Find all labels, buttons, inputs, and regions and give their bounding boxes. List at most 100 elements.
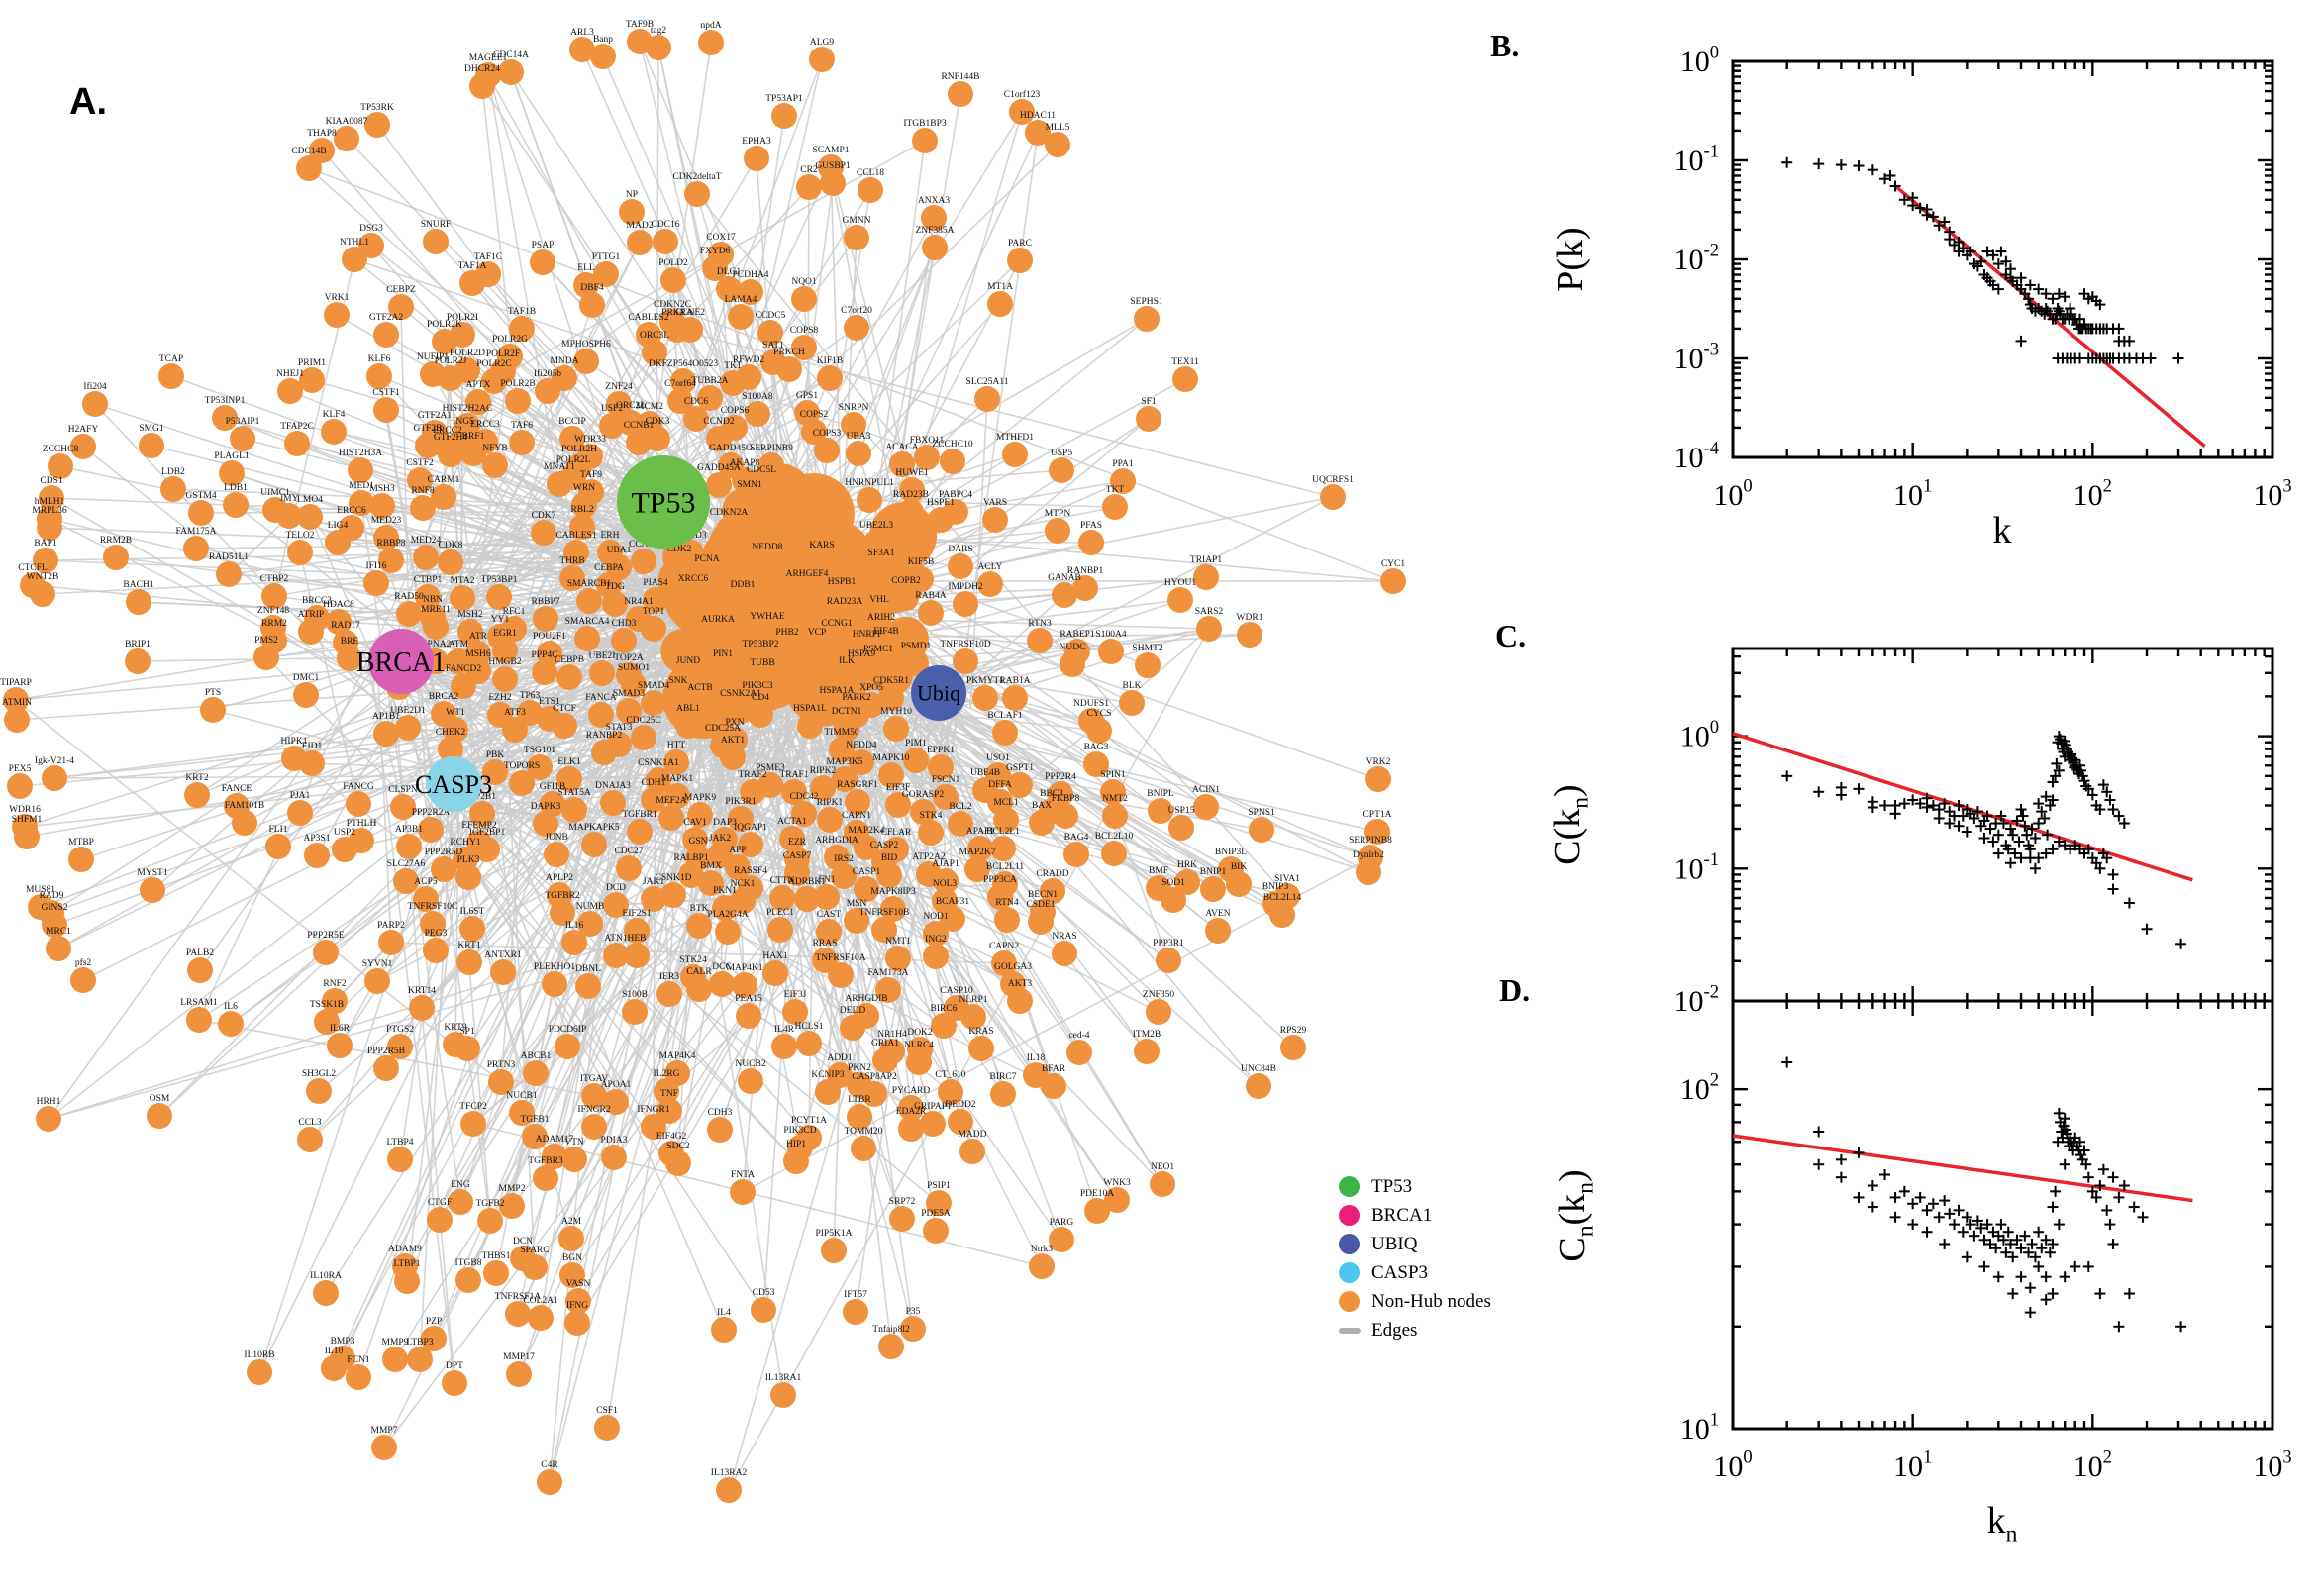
gene-node [606,391,632,417]
gene-node [533,811,558,837]
gene-node [542,971,567,997]
gene-node [337,646,362,671]
gene-node-label: NCK1 [731,879,756,889]
gene-node-label: hMLH1 [35,497,65,507]
gene-node-label: ced-4 [1068,1031,1089,1041]
panel-d-label: D. [1499,972,1531,1008]
gene-node-label: DEDD2 [945,1100,975,1110]
gene-node-label: RBBP7 [531,597,559,607]
gene-node-label: MYH10 [880,707,912,717]
gene-node-label: CTGF [428,1198,452,1208]
gene-node-label: MPHOSPH6 [561,340,611,349]
gene-node-label: UBA3 [847,432,871,442]
legend-item-tp53: TP53 [1339,1172,1491,1201]
gene-node [666,553,692,579]
gene-node-label: CDK3 [646,417,670,427]
gene-node [923,944,949,969]
gene-node-label: TAF9 [580,470,602,480]
legend-item-label: UBIQ [1371,1233,1418,1254]
gene-node-label: HUWE1 [895,468,928,478]
gene-node-label: DBF4 [580,283,603,293]
gene-node [1136,406,1162,432]
gene-node-label: CCNE2 [675,308,705,318]
gene-node-label: ATR [469,632,488,642]
gene-node [443,717,468,743]
gene-node [840,1015,865,1041]
gene-node [990,1081,1016,1107]
gene-node [816,919,842,945]
gene-node-label: ATF3 [504,708,526,718]
gene-node-label: IFNG [566,1301,588,1311]
gene-node [346,791,371,817]
gene-node [530,249,556,275]
gene-node [824,628,850,653]
gene-node-label: MLL5 [1046,123,1070,133]
gene-node [953,648,978,674]
gene-node [459,270,485,296]
gene-node-label: THRB [559,556,584,566]
gene-node-label: BRIP1 [125,640,151,649]
gene-node [698,30,724,55]
gene-node-label: SYVN1 [362,959,393,969]
gene-node [407,467,433,493]
gene-node-label: APAF1 [966,827,994,837]
gene-node-label: HIST2H3A [339,449,382,458]
gene-node [641,787,666,813]
gene-node-label: ATMIN [2,698,32,708]
gene-node [885,946,911,971]
gene-node [622,999,648,1025]
gene-node [1101,841,1127,866]
gene-node-label: TNFRSF10A [815,953,865,963]
gene-node [558,1226,584,1251]
gene-node-label: PPP2R5D [425,848,463,857]
gene-node-label: HIPK1 [281,737,308,747]
gene-node [527,754,553,780]
gene-node [594,1415,620,1441]
gene-node [492,638,518,663]
gene-node-label: MAPK1 [661,774,693,784]
gene-node [709,971,735,997]
gene-node [393,868,419,894]
gene-node [711,1317,737,1343]
gene-node-label: FANCE [222,784,252,794]
gene-node [845,789,870,815]
node-swatch-icon [1339,1205,1360,1226]
gene-node [972,685,998,711]
gene-node [767,917,793,943]
gene-node-label: CPT1A [1363,810,1391,820]
gene-node-label: CAPN2 [989,942,1019,951]
gene-node-label: TKT [1106,485,1125,495]
gene-node [322,988,348,1014]
gene-node-label: APTX [466,380,491,390]
gene-node-label: PPP2R2A [412,808,451,818]
gene-node [732,972,758,998]
gene-node [321,419,347,445]
hub-node-ubiq [911,665,966,721]
gene-node-label: VASN [566,1279,591,1289]
gene-node [564,1310,590,1336]
gene-node-label: COPB2 [891,576,921,586]
gene-node-label: PPP3R1 [1153,939,1184,948]
gene-node-label: TNFRSF10D [940,640,990,649]
gene-node [831,863,857,889]
gene-node [1102,803,1128,829]
gene-node-label: CHEK2 [436,728,466,738]
gene-node-label: CCDC5 [756,311,786,321]
gene-node [477,1208,503,1234]
gene-node [579,292,605,318]
gene-node-label: EZR [788,838,807,848]
gene-node-label: POLR2G [492,335,528,345]
gene-node [413,886,439,912]
axis-ticks [1731,648,2274,1003]
gene-node-label: MTA2 [450,576,474,586]
gene-node-label: PLEKHO1 [534,962,575,972]
gene-node [1134,1039,1160,1064]
gene-node-label: CCL18 [857,168,884,178]
gene-node-label: SHMT2 [1132,644,1162,653]
gene-node [809,47,835,72]
gene-node-label: Igk-V21-4 [35,756,74,766]
gene-node-label: NUCB1 [506,1091,537,1101]
gene-node-label: S100B [622,990,648,1000]
gene-node-label: BRCA2 [429,692,459,702]
gene-node-label: CCNB1 [624,421,655,431]
